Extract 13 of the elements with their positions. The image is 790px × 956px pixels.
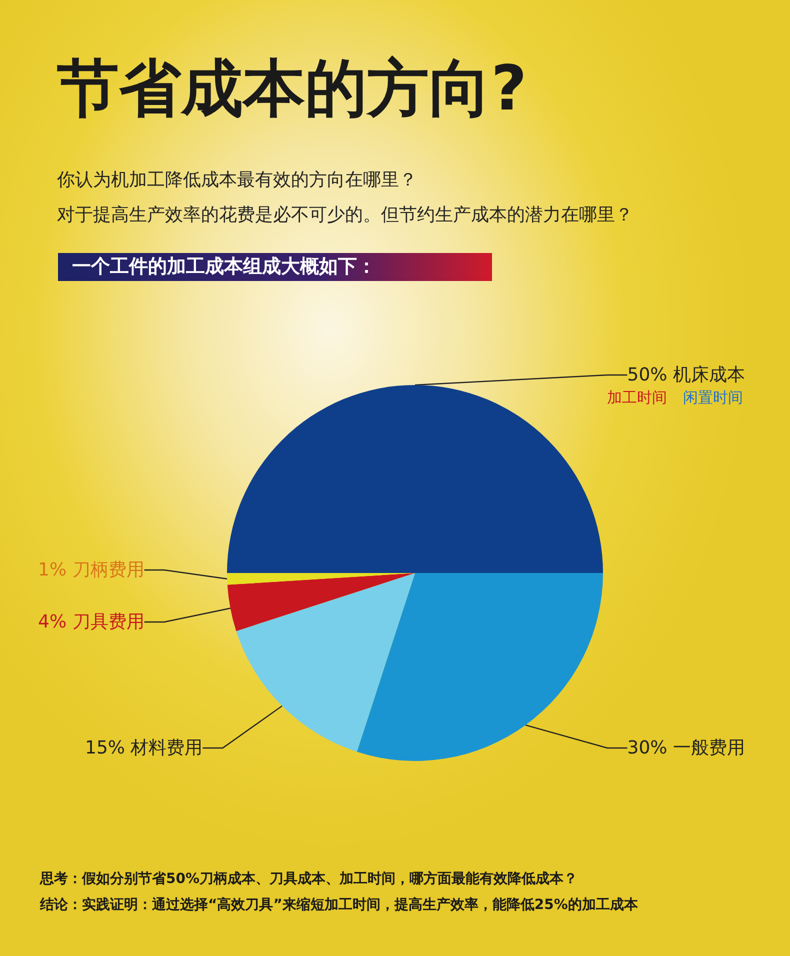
text: 结论：实践证明：通过选择“高效刀具”来缩短加工时间，提高生产效率，能降低25%的加工成本	[39, 896, 639, 913]
slice-label: 4% 刀具费用	[38, 612, 144, 632]
slice-label: 1% 刀柄费用	[38, 560, 144, 580]
text: 一个工件的加工成本组成大概如下：	[72, 256, 376, 278]
chart-title: 节省成本的方向?	[57, 52, 527, 124]
chart-subtitle: 你认为机加工降低成本最有效的方向在哪里？	[56, 170, 417, 190]
text: 思考：假如分别节省50%刀柄成本、刀具成本、加工时间，哪方面最能有效降低成本？	[39, 870, 578, 887]
slice-label: 30% 一般费用	[627, 738, 745, 758]
text: 闲置时间	[683, 388, 743, 406]
slice-label: 15% 材料费用	[85, 738, 203, 758]
text: 加工时间	[607, 388, 667, 406]
slice-label: 50% 机床成本	[627, 364, 745, 386]
text: 对于提高生产效率的花费是必不可少的。但节约生产成本的潜力在哪里？	[57, 204, 633, 226]
